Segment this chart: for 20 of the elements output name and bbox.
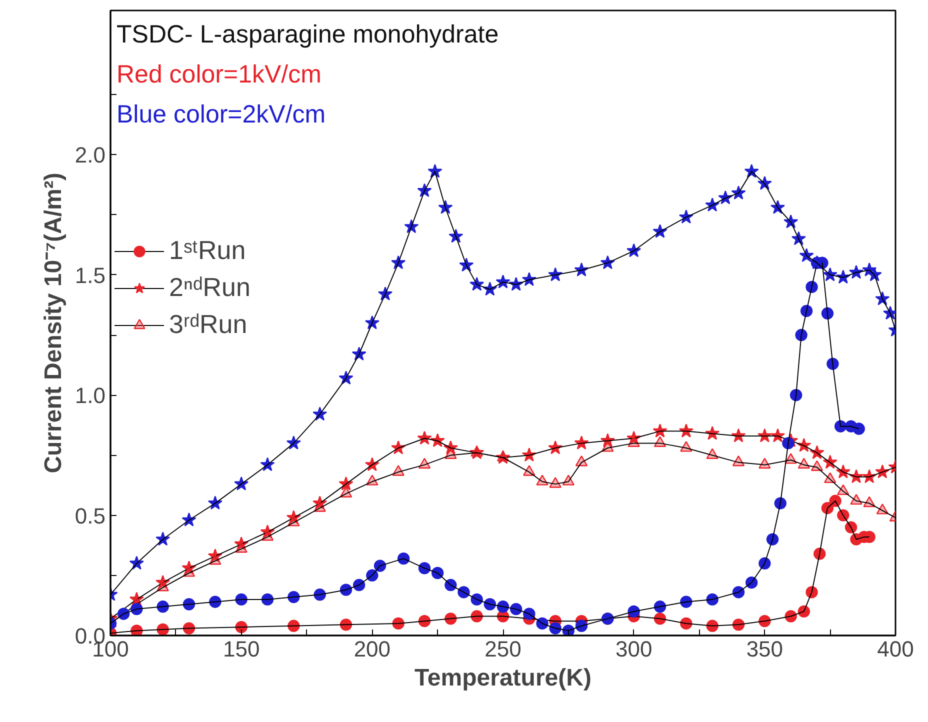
y-tick-label: 2.0	[74, 142, 106, 168]
y-tick-label: 1.5	[74, 262, 106, 288]
y-tick-label: 1.0	[74, 383, 106, 408]
legend-label: 1ˢᵗRun	[169, 235, 246, 266]
point	[417, 430, 432, 445]
annotation: Blue color=2kV/cm	[116, 100, 326, 128]
x-tick-label: 350	[746, 636, 784, 662]
x-tick-label: 150	[222, 636, 260, 662]
y-tick-label: 0.5	[74, 503, 106, 528]
legend-label: 2ⁿᵈRun	[169, 272, 250, 303]
y-axis-title: Current Density 10⁻⁷(A/m²)	[40, 172, 67, 474]
legend-label: 3ʳᵈRun	[169, 309, 248, 340]
chart-title: TSDC- L-asparagine monohydrate	[116, 20, 499, 48]
x-axis-title: Temperature(K)	[414, 664, 592, 692]
annotation: Red color=1kV/cm	[116, 60, 322, 88]
x-tick-label: 250	[484, 636, 522, 662]
point	[852, 422, 865, 435]
x-tick-label: 300	[615, 636, 652, 662]
x-tick-label: 200	[354, 636, 391, 662]
x-tick-label: 400	[877, 636, 914, 662]
